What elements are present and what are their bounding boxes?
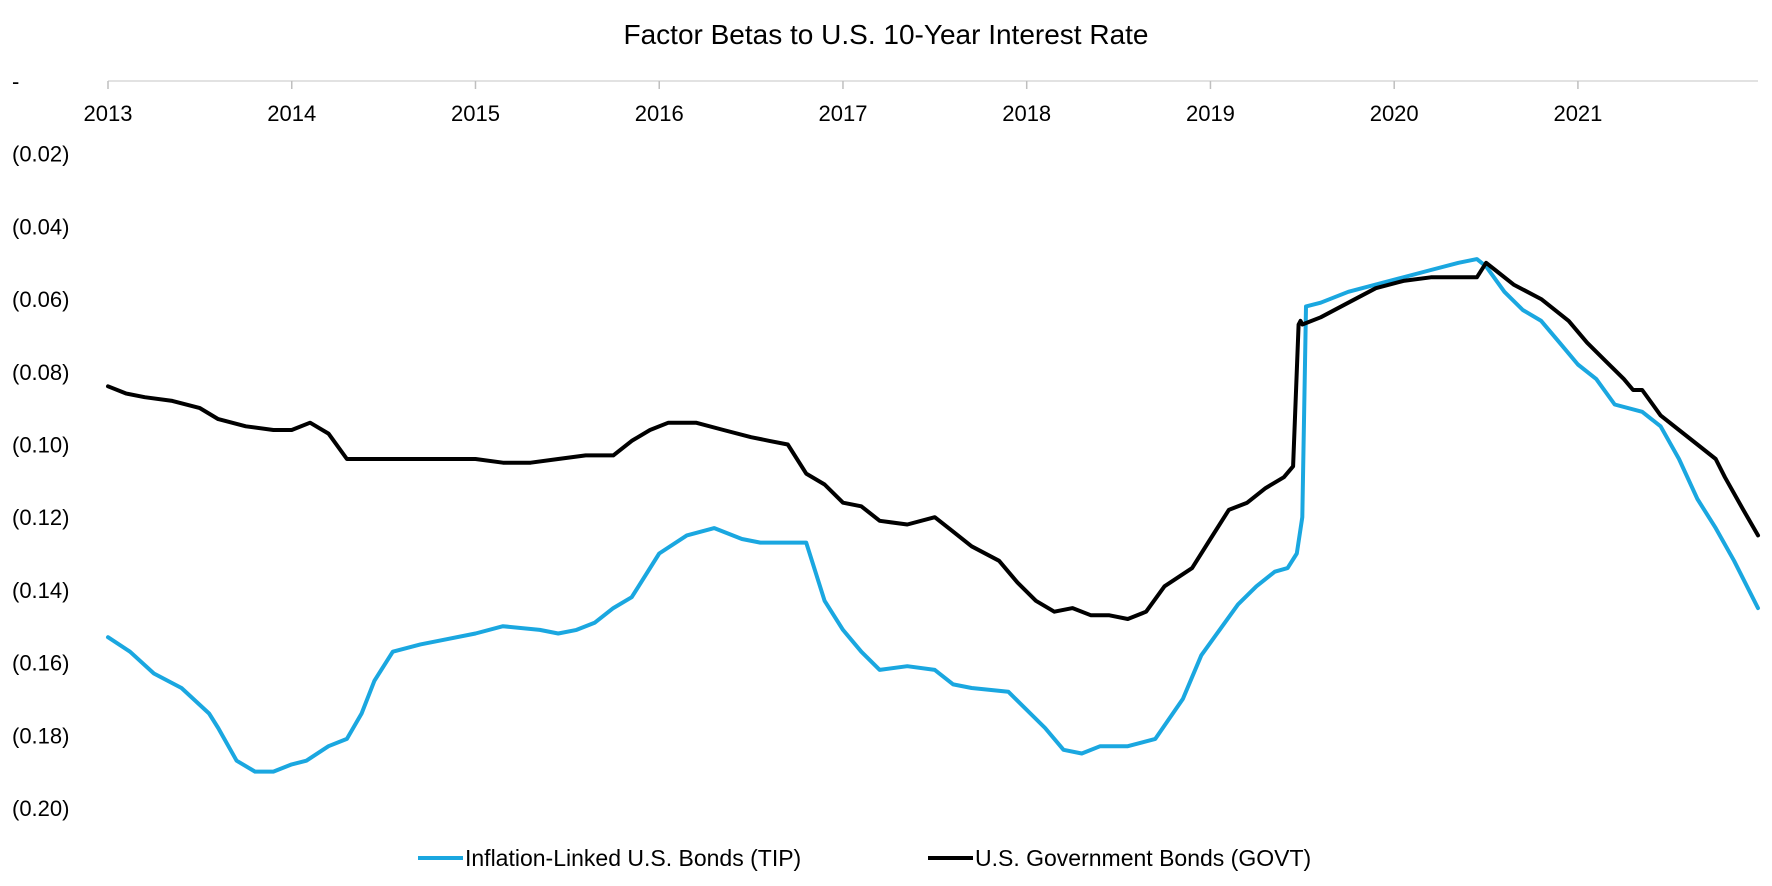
y-tick-label: (0.18) <box>12 723 69 748</box>
x-tick-label: 2020 <box>1370 101 1419 126</box>
y-tick-label: (0.20) <box>12 796 69 821</box>
y-axis: - (0.02) (0.04) (0.06) (0.08) (0.10) (0.12) (0.… <box>12 69 69 821</box>
y-tick-label: (0.14) <box>12 578 69 603</box>
x-tick-label: 2016 <box>635 101 684 126</box>
y-tick-label: (0.10) <box>12 433 69 458</box>
y-tick-label: - <box>12 69 19 94</box>
chart-title: Factor Betas to U.S. 10-Year Interest Ra… <box>624 19 1149 50</box>
series-layer <box>106 257 1760 774</box>
series-line-1 <box>106 260 1760 621</box>
legend: Inflation-Linked U.S. Bonds (TIP) U.S. Go… <box>418 845 1311 871</box>
x-tick-label: 2019 <box>1186 101 1235 126</box>
x-tick-label: 2015 <box>451 101 500 126</box>
x-tick-label: 2017 <box>818 101 867 126</box>
y-tick-label: (0.16) <box>12 651 69 676</box>
x-tick-label: 2014 <box>267 101 316 126</box>
y-tick-label: (0.02) <box>12 142 69 167</box>
series-line-0 <box>106 257 1760 774</box>
y-tick-label: (0.12) <box>12 505 69 530</box>
legend-label-1: U.S. Government Bonds (GOVT) <box>975 845 1311 871</box>
y-tick-label: (0.06) <box>12 287 69 312</box>
x-tick-label: 2021 <box>1553 101 1602 126</box>
y-tick-label: (0.08) <box>12 360 69 385</box>
legend-label-0: Inflation-Linked U.S. Bonds (TIP) <box>465 845 801 871</box>
x-axis: 2013 2014 2015 2016 2017 2018 2019 2020 2021 <box>84 80 1758 126</box>
x-tick-label: 2013 <box>84 101 133 126</box>
x-tick-label: 2018 <box>1002 101 1051 126</box>
y-tick-label: (0.04) <box>12 214 69 239</box>
